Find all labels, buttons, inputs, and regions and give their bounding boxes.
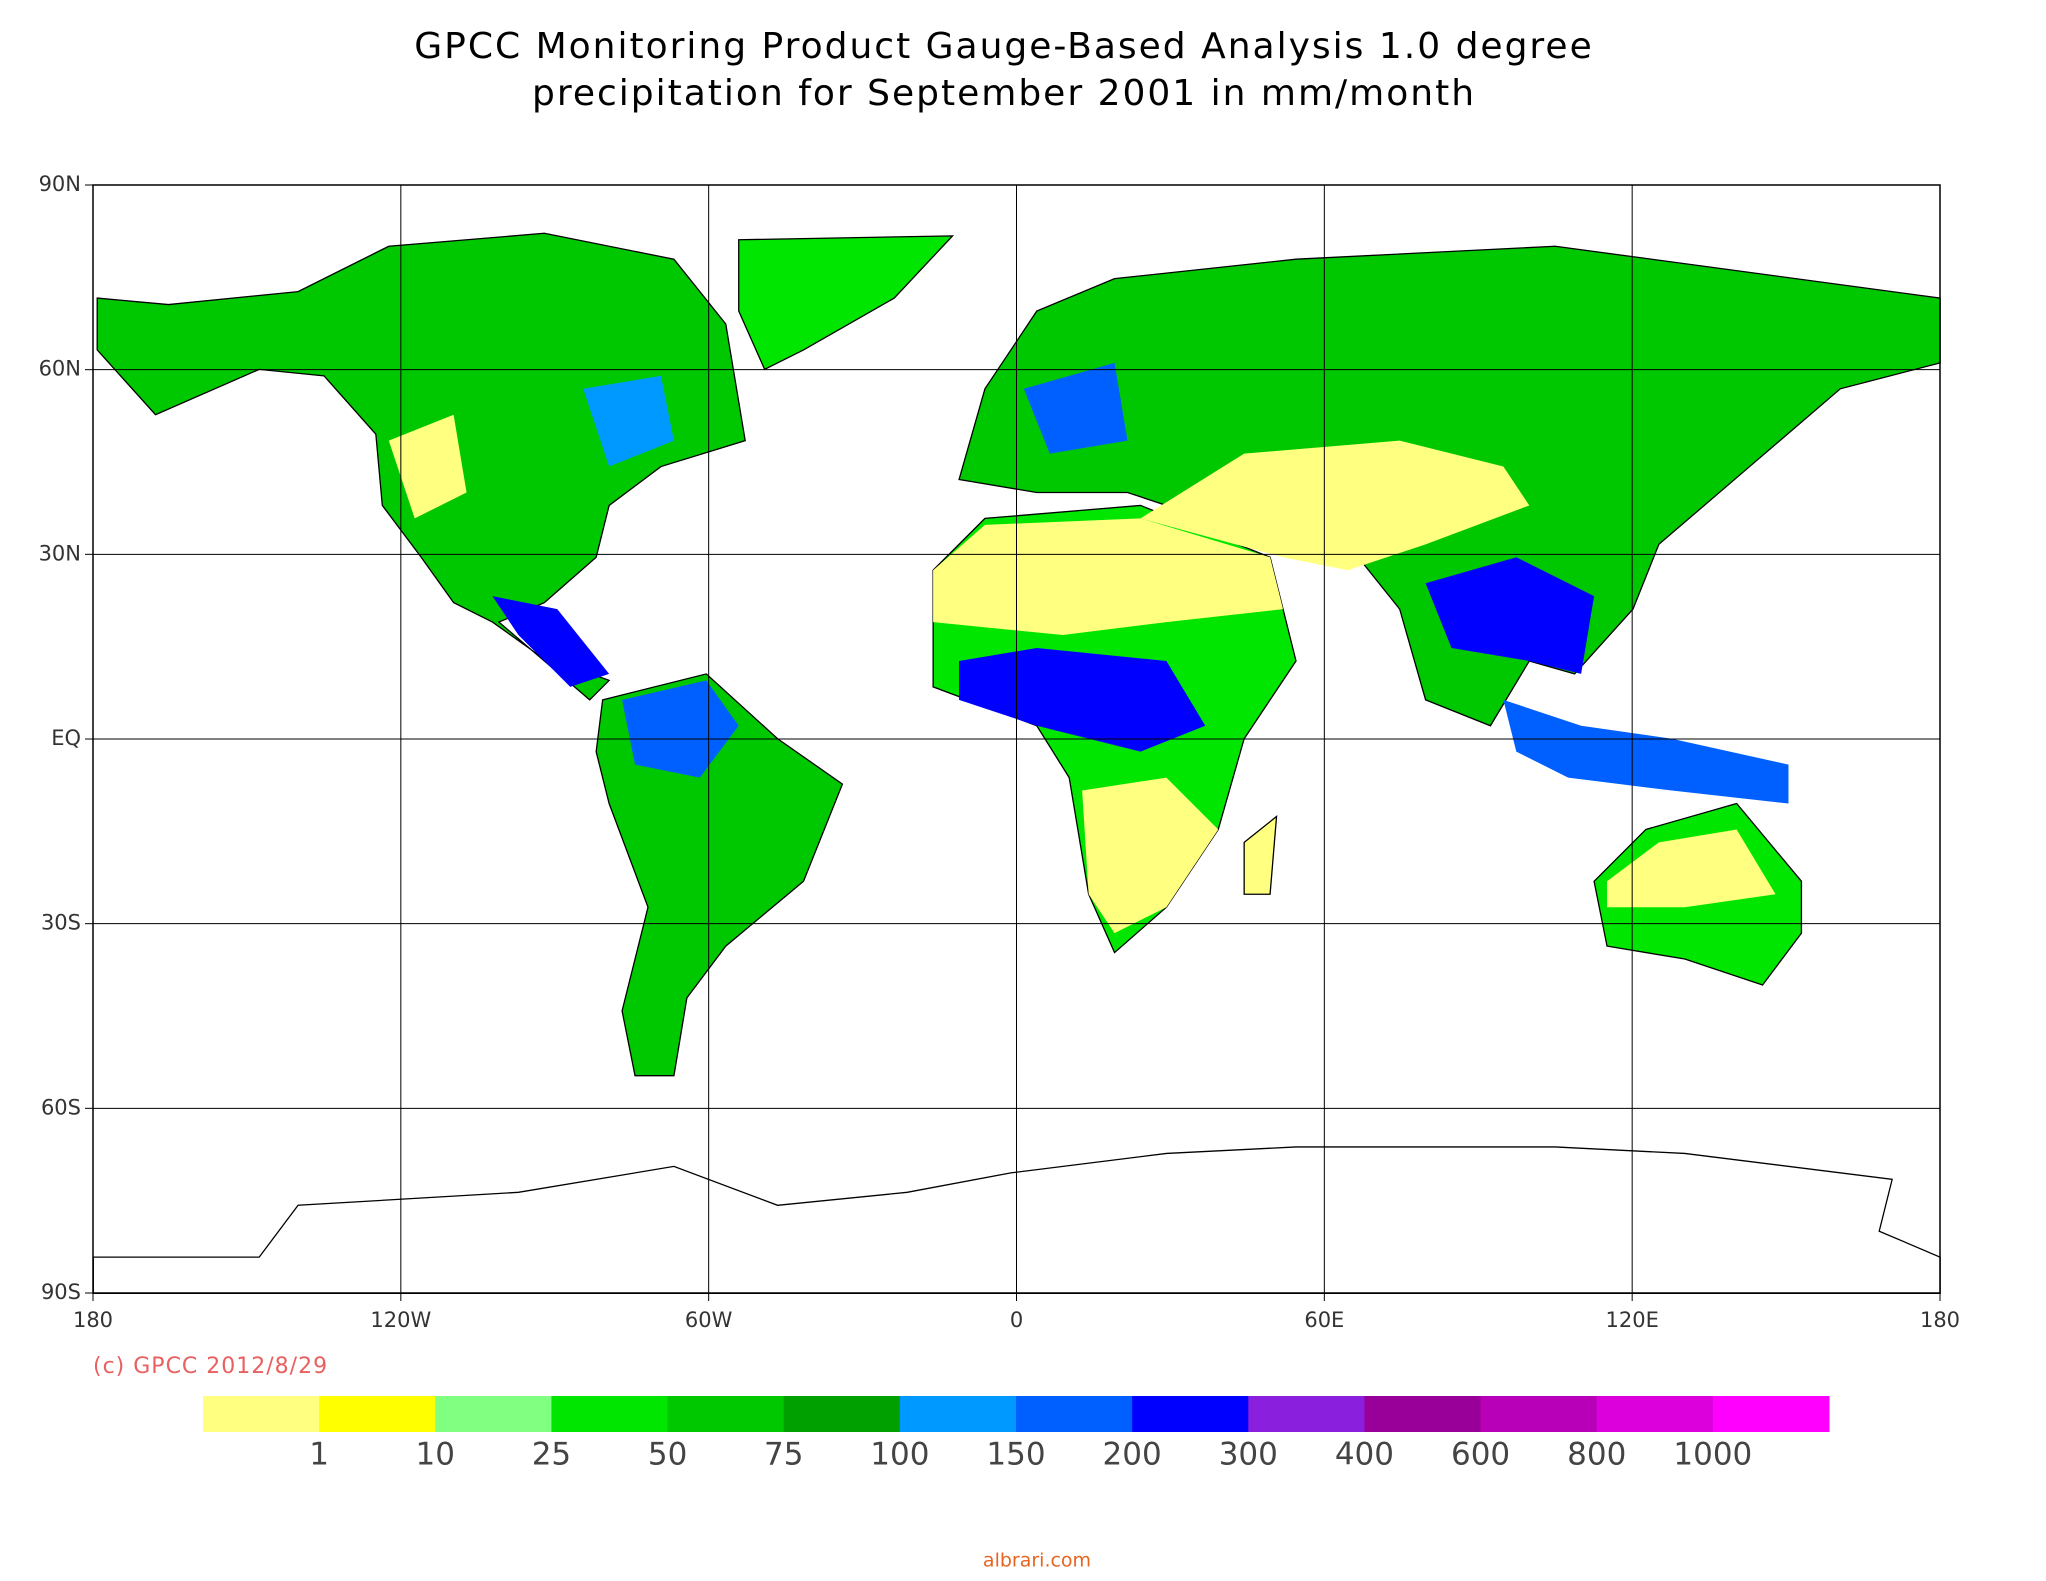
y-tick-label: 60S (41, 1095, 81, 1119)
greenland (738, 235, 955, 371)
map-frame (92, 184, 1941, 1294)
colorbar-label: 25 (532, 1437, 571, 1473)
title-line: GPCC Monitoring Product Gauge-Based Anal… (414, 26, 1593, 67)
colorbar-swatch (1016, 1396, 1133, 1432)
colorbar-label: 1 (309, 1437, 329, 1473)
colorbar-label: 600 (1451, 1437, 1510, 1473)
wet-region (622, 680, 739, 778)
dry-region (1607, 829, 1776, 908)
wet-region (959, 648, 1206, 752)
colorbar-label: 1000 (1673, 1437, 1752, 1473)
colorbar-swatch (667, 1396, 785, 1432)
colorbar-swatch (435, 1396, 552, 1432)
dry-region (933, 518, 1284, 636)
y-tick-label: EQ (51, 726, 81, 750)
colorbar-swatch (1596, 1396, 1714, 1432)
colorbar-swatch (203, 1396, 320, 1432)
wet-region (492, 596, 610, 687)
colorbar-swatch (1480, 1396, 1598, 1432)
colorbar-swatch (1712, 1396, 1830, 1432)
colorbar-label: 800 (1567, 1437, 1626, 1473)
colorbar-swatch (319, 1396, 436, 1432)
x-tick-label: 120W (370, 1308, 431, 1332)
y-tick-label: 30S (41, 911, 81, 935)
colorbar-swatch (1364, 1396, 1482, 1432)
colorbar-label: 300 (1219, 1437, 1278, 1473)
colorbar-label: 75 (764, 1437, 803, 1473)
x-tick-label: 180 (73, 1308, 113, 1332)
y-tick-label: 90S (41, 1280, 81, 1304)
colorbar-swatch (899, 1396, 1017, 1432)
x-tick-label: 120E (1605, 1308, 1658, 1332)
dry-region (1082, 777, 1219, 934)
wet-region (583, 375, 674, 467)
colorbar-label: 100 (870, 1437, 929, 1473)
colorbar-label: 50 (648, 1437, 687, 1473)
wet-region (1425, 557, 1595, 674)
x-tick-label: 60E (1304, 1308, 1344, 1332)
madagascar (1243, 815, 1278, 895)
colorbar-swatch (1248, 1396, 1365, 1432)
x-tick-label: 180 (1920, 1308, 1960, 1332)
y-tick-label: 30N (39, 541, 81, 565)
y-tick-label: 90N (39, 172, 81, 196)
colorbar-label: 400 (1335, 1437, 1394, 1473)
colorbar-label: 200 (1103, 1437, 1162, 1473)
wet-region (1023, 362, 1128, 454)
x-tick-label: 60W (685, 1308, 733, 1332)
watermark: albrari.com (983, 1550, 1091, 1572)
dry-region (388, 414, 467, 519)
dry-region (1140, 440, 1530, 571)
colorbar-swatch (551, 1396, 669, 1432)
indonesia (1503, 699, 1789, 804)
colorbar-swatch (1132, 1396, 1249, 1432)
precipitation-field (92, 232, 1941, 1295)
credit: (c) GPCC 2012/8/29 (93, 1354, 328, 1379)
colorbar-label: 10 (416, 1437, 455, 1473)
title-line: precipitation for September 2001 in mm/m… (532, 73, 1476, 114)
south-america (595, 673, 844, 1077)
x-tick-label: 0 (1010, 1308, 1023, 1332)
colorbar-swatch (783, 1396, 901, 1432)
colorbar-label: 150 (986, 1437, 1045, 1473)
y-tick-label: 60N (39, 357, 81, 381)
